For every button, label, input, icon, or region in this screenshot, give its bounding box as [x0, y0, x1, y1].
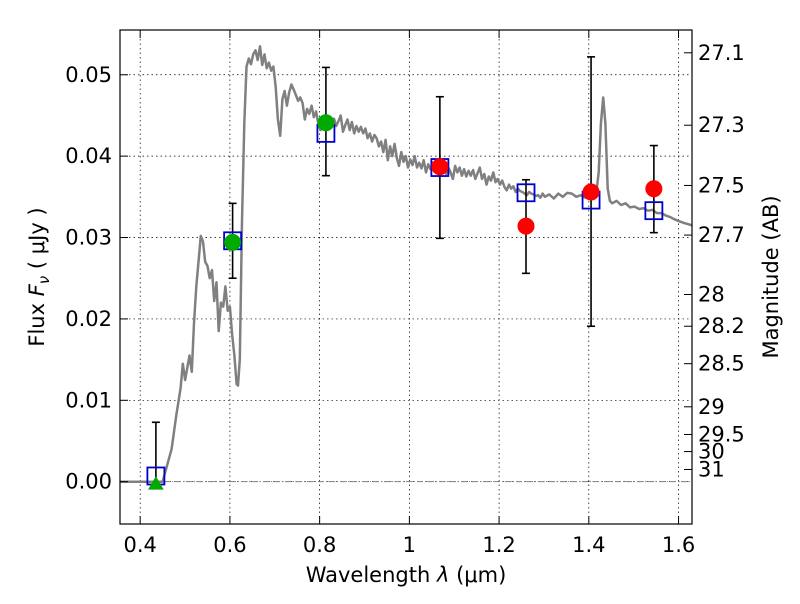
y2-tick-label: 27.7 [698, 223, 745, 247]
x-axis-ticks: 0.4 0.6 0.8 1 1.2 1.4 1.6 [123, 30, 695, 557]
y2-tick-label: 31 [698, 457, 725, 481]
observed-point [224, 233, 242, 251]
y2-tick-label: 27.3 [698, 113, 745, 137]
plot-frame [119, 29, 693, 525]
y-tick-label: 0.01 [65, 388, 112, 412]
x-tick-label: 1 [403, 533, 416, 557]
y-tick-label: 0.04 [65, 144, 112, 168]
y2-axis-label: Magnitude (AB) [759, 195, 783, 358]
y-axis-label: Flux Fν ( μJy ) [25, 207, 53, 346]
observed-point-triangle [148, 476, 164, 490]
y-tick-label: 0.00 [65, 470, 112, 494]
y2-tick-label: 28 [698, 282, 725, 306]
x-tick-label: 1.6 [662, 533, 695, 557]
y2-tick-label: 28.5 [698, 352, 745, 376]
observed-point [317, 114, 335, 132]
y2-tick-label: 27.1 [698, 41, 745, 65]
x-tick-label: 0.6 [213, 533, 246, 557]
observed-point [517, 217, 535, 235]
y2-tick-label: 29 [698, 395, 725, 419]
y-axis-ticks: 0.00 0.01 0.02 0.03 0.04 0.05 [65, 63, 128, 494]
y2-tick-label: 30 [698, 440, 725, 464]
x-tick-label: 0.4 [123, 533, 156, 557]
observed-point [431, 158, 449, 176]
y-tick-label: 0.03 [65, 226, 112, 250]
model-spectrum-line [120, 45, 693, 483]
y-tick-label: 0.05 [65, 63, 112, 87]
x-tick-label: 1.4 [572, 533, 605, 557]
y2-tick-label: 28.2 [698, 314, 745, 338]
y-tick-label: 0.02 [65, 307, 112, 331]
observed-point [645, 180, 663, 198]
model-photometry-box [516, 183, 536, 203]
y2-tick-label: 27.5 [698, 173, 745, 197]
x-tick-label: 1.2 [482, 533, 515, 557]
plot-area [120, 45, 693, 490]
grid-lines [120, 30, 692, 524]
observed-point [582, 183, 600, 201]
model-photometry-box [644, 201, 664, 221]
y2-tick-label: 29.5 [698, 422, 745, 446]
x-axis-label: Wavelength λ (μm) [306, 563, 507, 587]
x-tick-label: 0.8 [303, 533, 336, 557]
